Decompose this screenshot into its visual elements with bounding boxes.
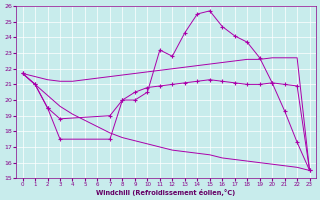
- X-axis label: Windchill (Refroidissement éolien,°C): Windchill (Refroidissement éolien,°C): [96, 189, 236, 196]
